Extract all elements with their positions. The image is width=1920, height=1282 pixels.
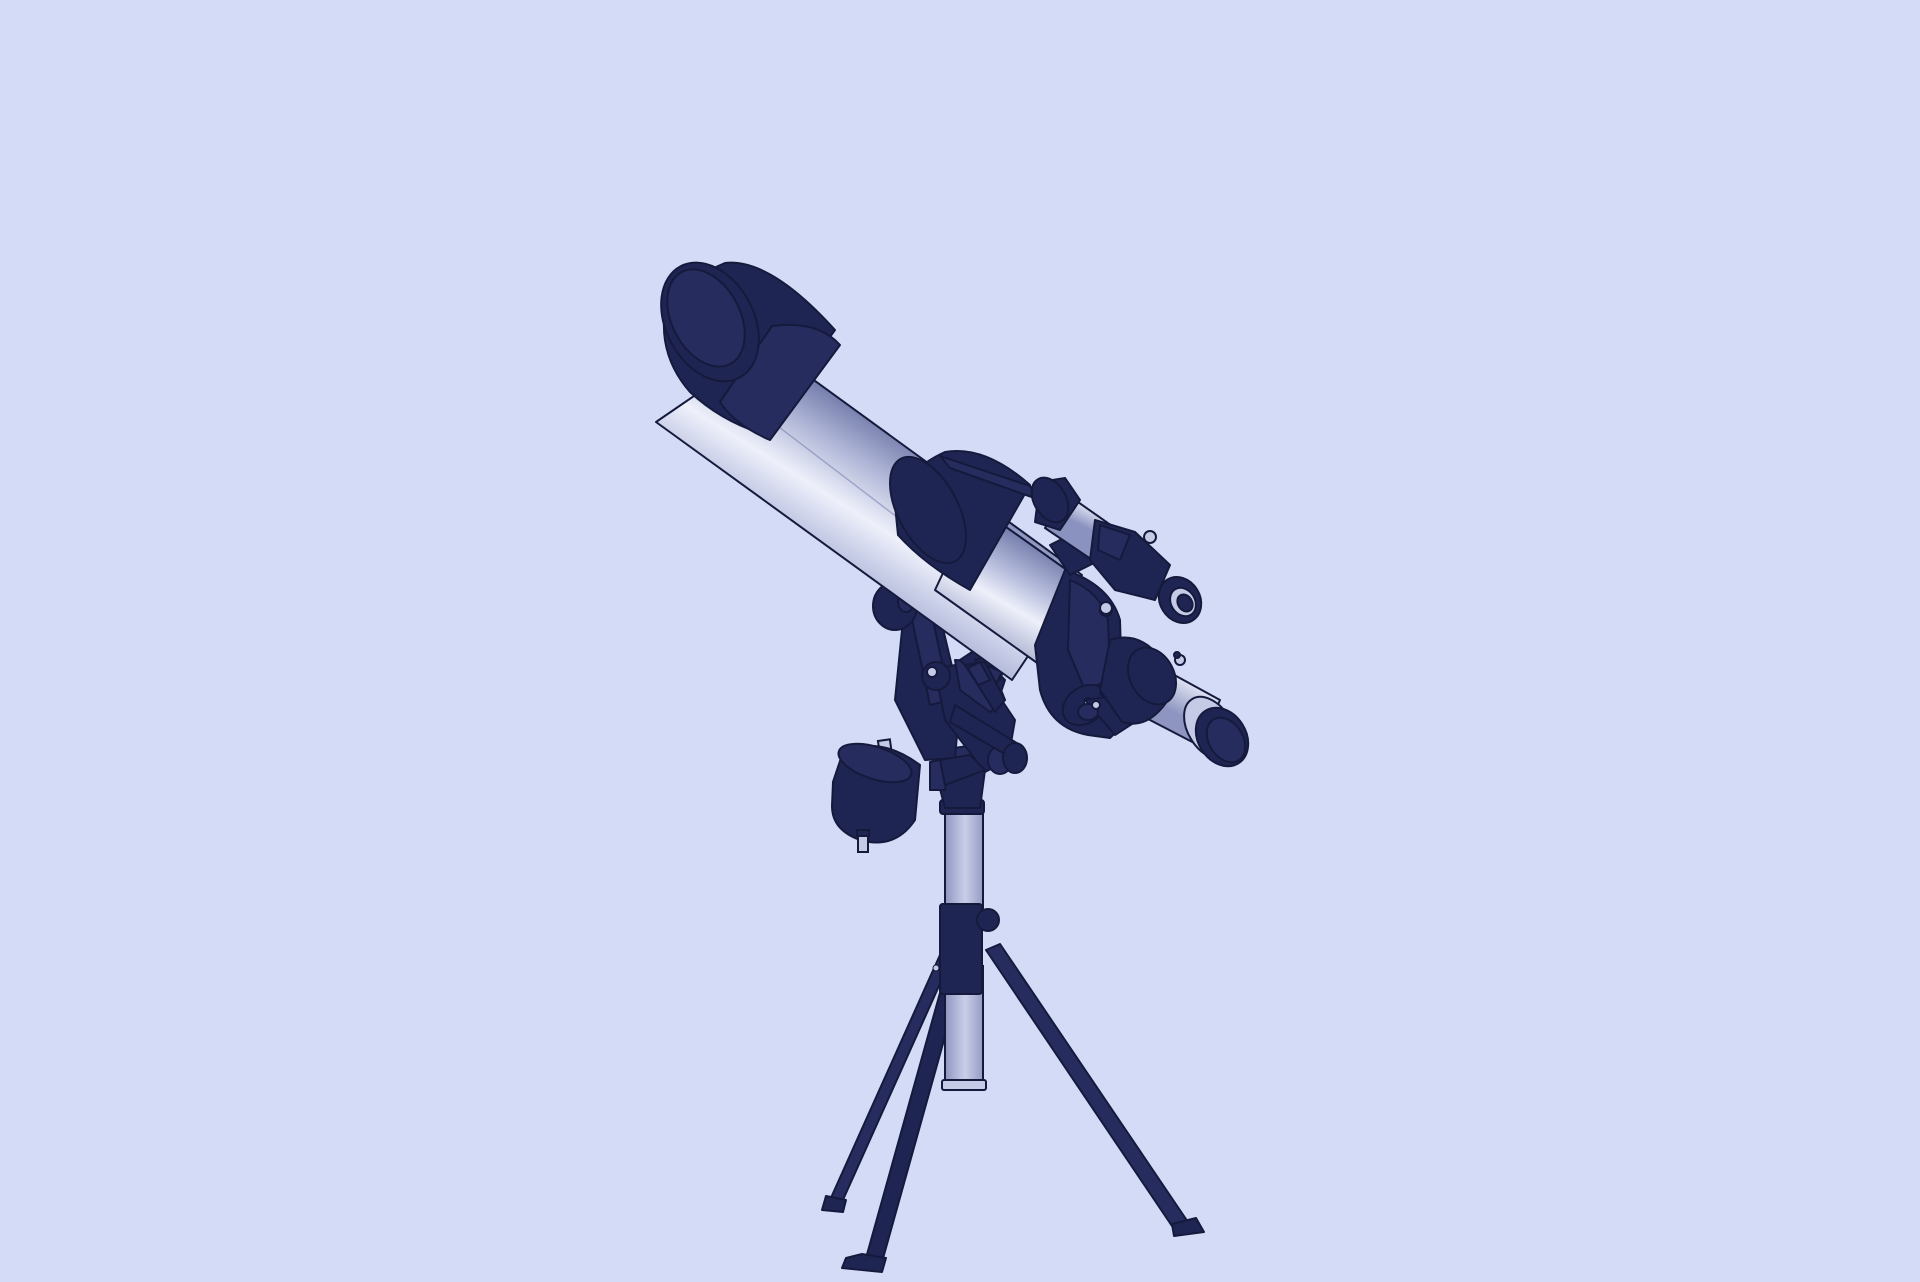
tripod-foot-front-left — [841, 1253, 887, 1273]
hub-screw — [932, 964, 940, 972]
equatorial-mount — [872, 581, 1028, 809]
column-clamp — [939, 903, 983, 995]
pier-column — [939, 799, 1000, 1091]
optical-tube — [655, 261, 1250, 768]
tripod — [821, 903, 1205, 1273]
finder-scope — [1030, 476, 1203, 624]
tripod-foot-right — [1171, 1217, 1205, 1237]
tripod-foot-back-left — [821, 1195, 847, 1213]
dew-shield-base-ring — [719, 323, 841, 441]
tripod-leg-right — [985, 943, 1191, 1233]
column-upper — [944, 811, 984, 909]
column-lock-knob — [976, 908, 1000, 932]
counterweight-assembly — [830, 738, 922, 853]
